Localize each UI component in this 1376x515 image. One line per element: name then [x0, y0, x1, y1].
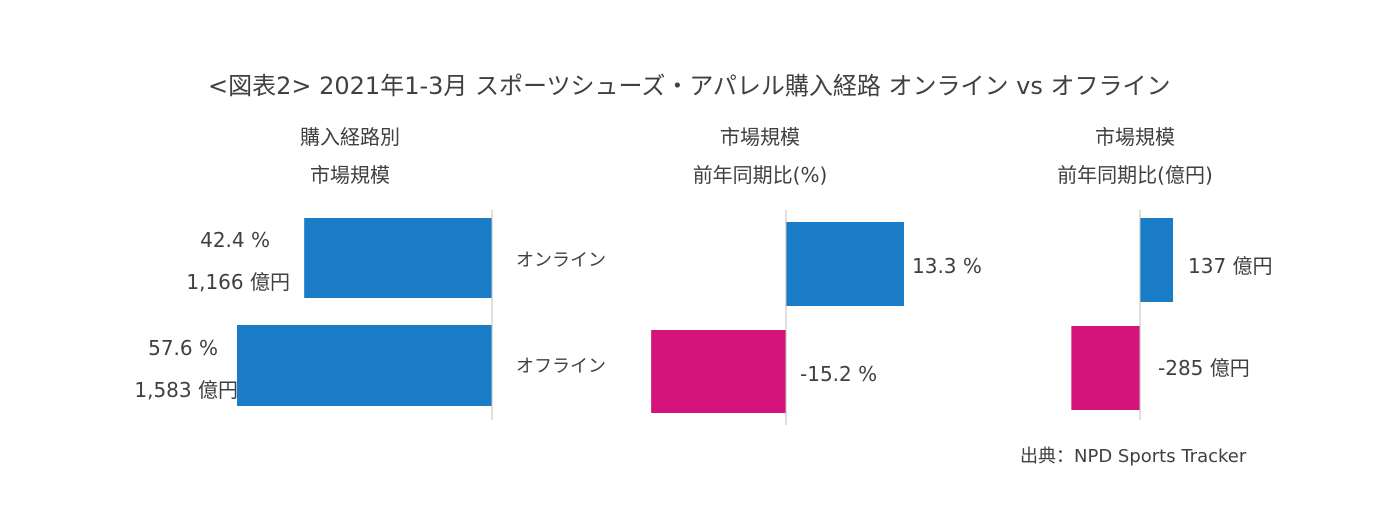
panel3-value-label-offline: -285 億円	[1158, 356, 1250, 380]
panel2-header-line1: 市場規模	[720, 125, 800, 149]
panel1-value-label-online: 1,166 億円	[186, 270, 290, 294]
source-note: 出典：NPD Sports Tracker	[1020, 446, 1247, 467]
panel1-header: 購入経路別 市場規模	[280, 118, 420, 194]
panel2-bar-online	[786, 222, 904, 306]
panel1-value-label-offline: 1,583 億円	[134, 378, 238, 402]
panel1-header-line1: 購入経路別	[300, 125, 400, 149]
chart-title: <図表2> 2021年1-3月 スポーツシューズ・アパレル購入経路 オンライン …	[208, 72, 1171, 100]
panel2-header: 市場規模 前年同期比(%)	[660, 118, 860, 194]
panel2-value-label-offline: -15.2 %	[800, 362, 878, 386]
panel3-header-line2: 前年同期比(億円)	[1057, 163, 1213, 187]
panel1-share-label-offline: 57.6 %	[148, 336, 218, 360]
panel1-bar-online	[304, 218, 492, 298]
panel1-header-line2: 市場規模	[310, 163, 390, 187]
panel1-category-online: オンライン	[516, 250, 606, 271]
panel2-value-label-online: 13.3 %	[912, 254, 982, 278]
panel3-header-line1: 市場規模	[1095, 125, 1175, 149]
panel3-bar-offline	[1071, 326, 1140, 410]
panel3-header: 市場規模 前年同期比(億円)	[1025, 118, 1245, 194]
panel2-bar-offline	[651, 330, 786, 413]
panel1-share-label-online: 42.4 %	[200, 228, 270, 252]
panel2-header-line2: 前年同期比(%)	[692, 163, 828, 187]
panel3-value-label-online: 137 億円	[1188, 254, 1273, 278]
panel3-bar-online	[1140, 218, 1173, 302]
panel1-category-offline: オフライン	[516, 356, 606, 377]
panel1-bar-offline	[237, 325, 492, 406]
